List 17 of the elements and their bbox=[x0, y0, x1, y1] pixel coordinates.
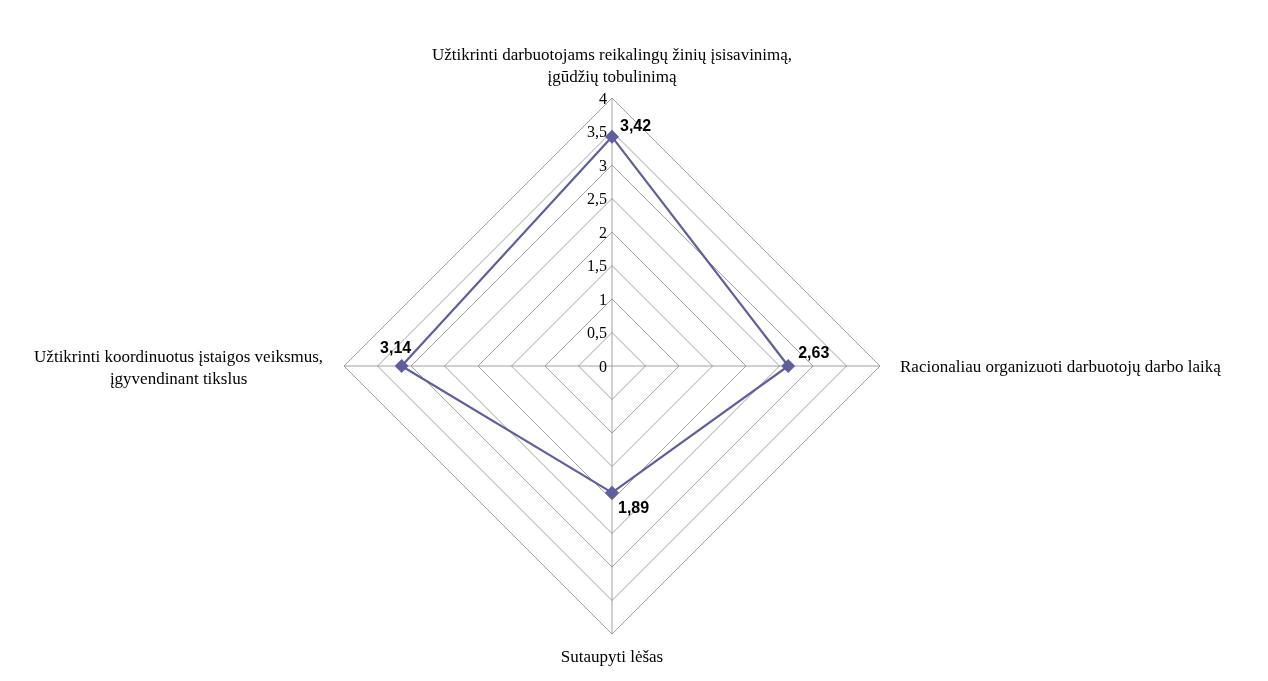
y-tick-label: 3 bbox=[599, 156, 607, 174]
data-label: 2,63 bbox=[798, 344, 830, 361]
data-label: 3,14 bbox=[380, 339, 412, 356]
y-tick-label: 4 bbox=[599, 89, 607, 107]
spoke-label: Užtikrinti koordinuotus įstaigos veiksmus, įgyvendinant tikslus bbox=[34, 347, 324, 388]
spoke-label: Užtikrinti darbuotojams reikalingų žinių įsisavinimą, įgūdžių tobulinimą bbox=[431, 45, 793, 86]
y-tick-label: 3,5 bbox=[587, 123, 607, 140]
y-tick-label: 0,5 bbox=[587, 324, 607, 341]
spoke-label: Racionaliau organizuoti darbuotojų darbo laiką bbox=[900, 357, 1222, 376]
y-tick-label: 2,5 bbox=[587, 190, 607, 207]
y-tick-label: 0 bbox=[599, 357, 607, 375]
y-tick-label: 1 bbox=[599, 290, 607, 308]
data-label: 1,89 bbox=[618, 498, 650, 516]
data-label: 3,42 bbox=[620, 116, 652, 134]
y-tick-label: 1,5 bbox=[587, 257, 607, 274]
y-tick-label: 2 bbox=[599, 223, 607, 241]
spoke-label: Sutaupyti lėšas bbox=[560, 647, 664, 666]
